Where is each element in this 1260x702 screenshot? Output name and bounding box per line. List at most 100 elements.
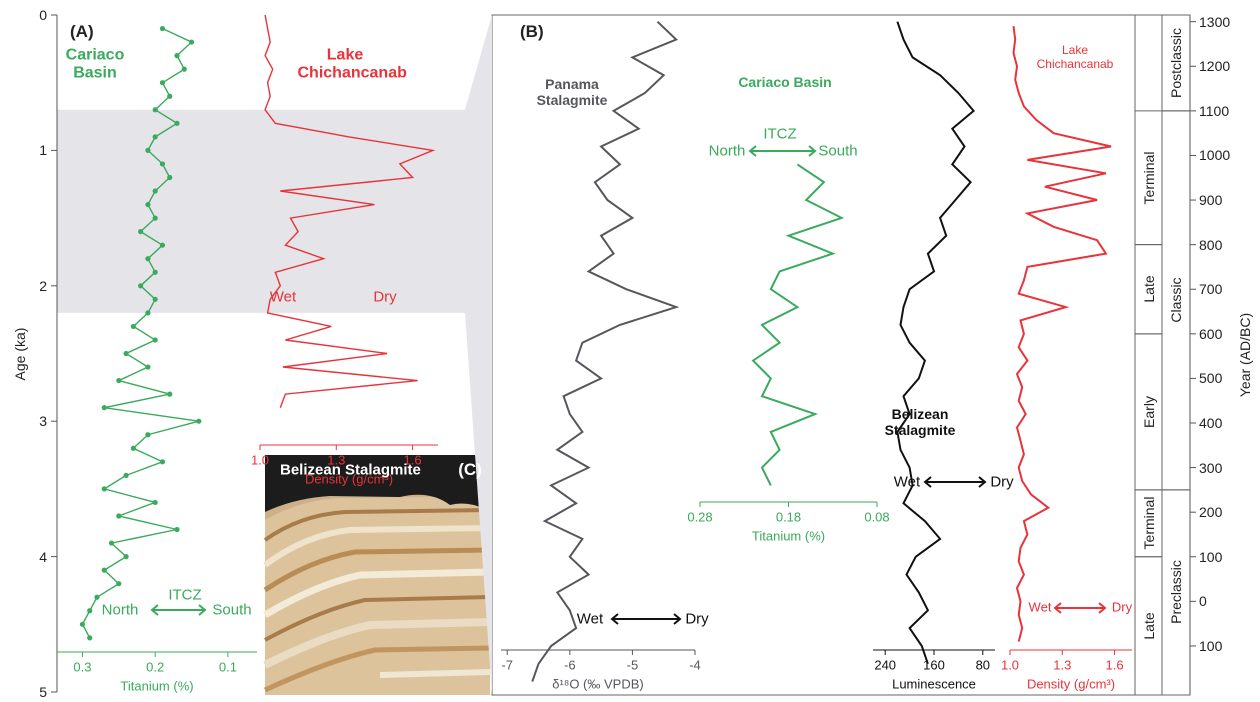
y-tick-label: 800 — [1199, 236, 1223, 253]
y-tick-label: 2 — [39, 277, 47, 294]
y-tick-label: 5 — [39, 683, 47, 700]
photo-dark — [265, 455, 490, 512]
data-point — [108, 540, 115, 546]
photo-layer — [263, 618, 491, 669]
x-tick-label: 1.6 — [403, 452, 422, 468]
data-point — [101, 405, 107, 411]
y-tick-label: 600 — [1199, 325, 1223, 342]
y-tick-label: 500 — [1199, 370, 1223, 387]
series-name: Lake Chichancanab — [297, 46, 407, 82]
x-tick-label: -6 — [564, 657, 576, 673]
panel-label: (C) — [458, 460, 482, 480]
period-label: Postclassic — [1167, 27, 1184, 98]
data-point — [152, 215, 158, 221]
panel-label: (A) — [70, 22, 94, 42]
data-point — [152, 107, 158, 113]
photo-layer — [264, 595, 491, 642]
period-label: Terminal — [1140, 496, 1157, 550]
highlight-band — [57, 109, 465, 313]
period-label: Late — [1140, 612, 1157, 640]
y-tick-label: 1100 — [1199, 102, 1230, 119]
stalagmite-photo — [263, 455, 491, 695]
data-point — [130, 323, 136, 330]
y-tick-label: 300 — [1199, 459, 1223, 476]
data-point — [79, 621, 86, 627]
period-label: Preclassic — [1167, 560, 1184, 625]
data-point — [87, 608, 93, 614]
annotation: Dry — [1111, 599, 1133, 615]
data-point — [87, 635, 93, 641]
data-point — [145, 201, 151, 208]
data-point — [159, 459, 166, 465]
x-axis-label: Density (g/cm³) — [1026, 676, 1116, 692]
data-point — [167, 174, 173, 181]
x-tick-label: 0.3 — [73, 659, 92, 675]
series-name: Belizean Stalagmite — [884, 405, 956, 438]
x-tick-label: 1.0 — [250, 452, 270, 468]
series-line — [264, 14, 436, 408]
photo-layer — [263, 645, 491, 693]
x-tick-label: 0.08 — [864, 509, 890, 525]
y-tick-label: 1300 — [1199, 13, 1231, 30]
arrow — [610, 613, 682, 625]
data-point — [159, 80, 166, 86]
series-line — [751, 163, 845, 486]
x-tick-label: 1.6 — [1105, 657, 1124, 673]
y-tick-label: 1 — [39, 142, 47, 159]
data-point — [145, 310, 151, 316]
data-point — [188, 39, 195, 45]
annotation: ITCZ — [168, 586, 202, 604]
data-point — [159, 25, 166, 32]
data-point — [167, 391, 173, 397]
photo-layer — [379, 669, 491, 678]
series-name: Cariaco Basin — [738, 73, 832, 90]
data-point — [152, 296, 158, 302]
data-point — [196, 418, 202, 424]
photo-layer — [263, 508, 491, 542]
data-point — [116, 581, 122, 587]
series-line — [1012, 25, 1112, 642]
arrow — [1053, 602, 1107, 614]
series-line — [81, 27, 199, 639]
data-point — [145, 432, 151, 438]
x-tick-label: 0.2 — [146, 659, 165, 675]
data-point — [174, 53, 180, 59]
x-tick-label: 240 — [874, 657, 897, 673]
panel-label: (B) — [520, 22, 544, 42]
data-point — [116, 377, 122, 384]
x-axis-label: Density (g/cm³) — [304, 471, 394, 487]
series-name: Panama Stalagmite — [536, 75, 608, 108]
series-name: Lake Chichancanab — [1036, 43, 1114, 71]
annotation: Wet — [1028, 599, 1052, 615]
x-tick-label: 0.28 — [687, 509, 713, 525]
annotation: ITCZ — [763, 125, 797, 143]
y-axis-label: Age (ka) — [11, 327, 28, 380]
data-point — [159, 242, 166, 248]
x-axis-label: Titanium (%) — [751, 528, 826, 544]
annotation: Dry — [373, 288, 397, 306]
y-tick-label: 100 — [1199, 548, 1223, 565]
y-tick-label: 200 — [1199, 504, 1223, 521]
data-point — [123, 350, 129, 357]
period-label: Classic — [1167, 277, 1184, 323]
data-point — [174, 526, 180, 533]
y-tick-label: 4 — [39, 548, 47, 565]
photo-title: Belizean Stalagmite — [280, 461, 421, 479]
y-tick-label: 400 — [1199, 414, 1223, 431]
y-axis-label: Year (AD/BC) — [1236, 312, 1253, 398]
data-point — [101, 486, 107, 492]
period-label: Late — [1140, 275, 1157, 303]
annotation: Dry — [990, 473, 1014, 491]
photo-layer — [263, 525, 491, 568]
annotation: North — [708, 142, 746, 160]
x-tick-label: 80 — [975, 657, 991, 673]
x-tick-label: 0.1 — [218, 659, 237, 675]
x-axis-label: Titanium (%) — [120, 678, 194, 694]
y-tick-label: 1200 — [1199, 58, 1231, 75]
annotation: North — [101, 601, 139, 619]
y-tick-label: 1000 — [1199, 147, 1231, 164]
y-tick-label: 3 — [39, 413, 47, 430]
data-point — [152, 269, 158, 275]
